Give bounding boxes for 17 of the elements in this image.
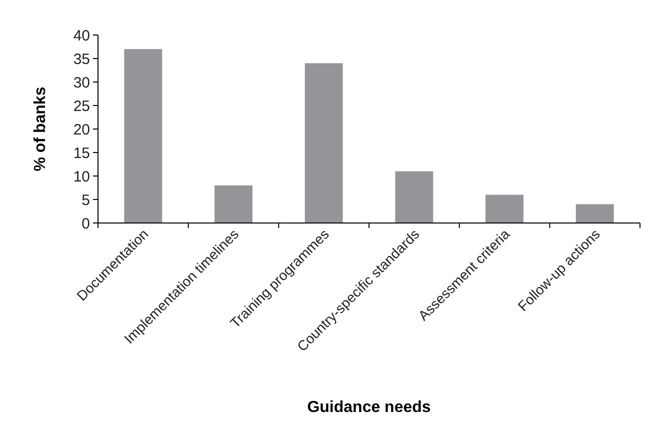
bar: [304, 63, 343, 223]
y-tick-label: 40: [73, 27, 90, 44]
y-tick-label: 20: [73, 121, 90, 138]
y-tick-label: 30: [73, 74, 90, 92]
y-tick-label: 15: [73, 144, 90, 162]
y-tick-label: 35: [73, 50, 90, 68]
bar: [214, 185, 252, 223]
x-axis-title: Guidance needs: [307, 399, 431, 416]
y-tick-label: 25: [73, 98, 90, 115]
y-axis-title: % of banks: [32, 86, 49, 172]
y-tick-label: 10: [73, 168, 90, 186]
bar: [576, 204, 614, 223]
y-tick-label: 5: [82, 192, 90, 209]
bar: [124, 49, 162, 223]
bar: [486, 194, 524, 223]
bar: [395, 171, 434, 223]
y-tick-label: 0: [82, 215, 90, 232]
